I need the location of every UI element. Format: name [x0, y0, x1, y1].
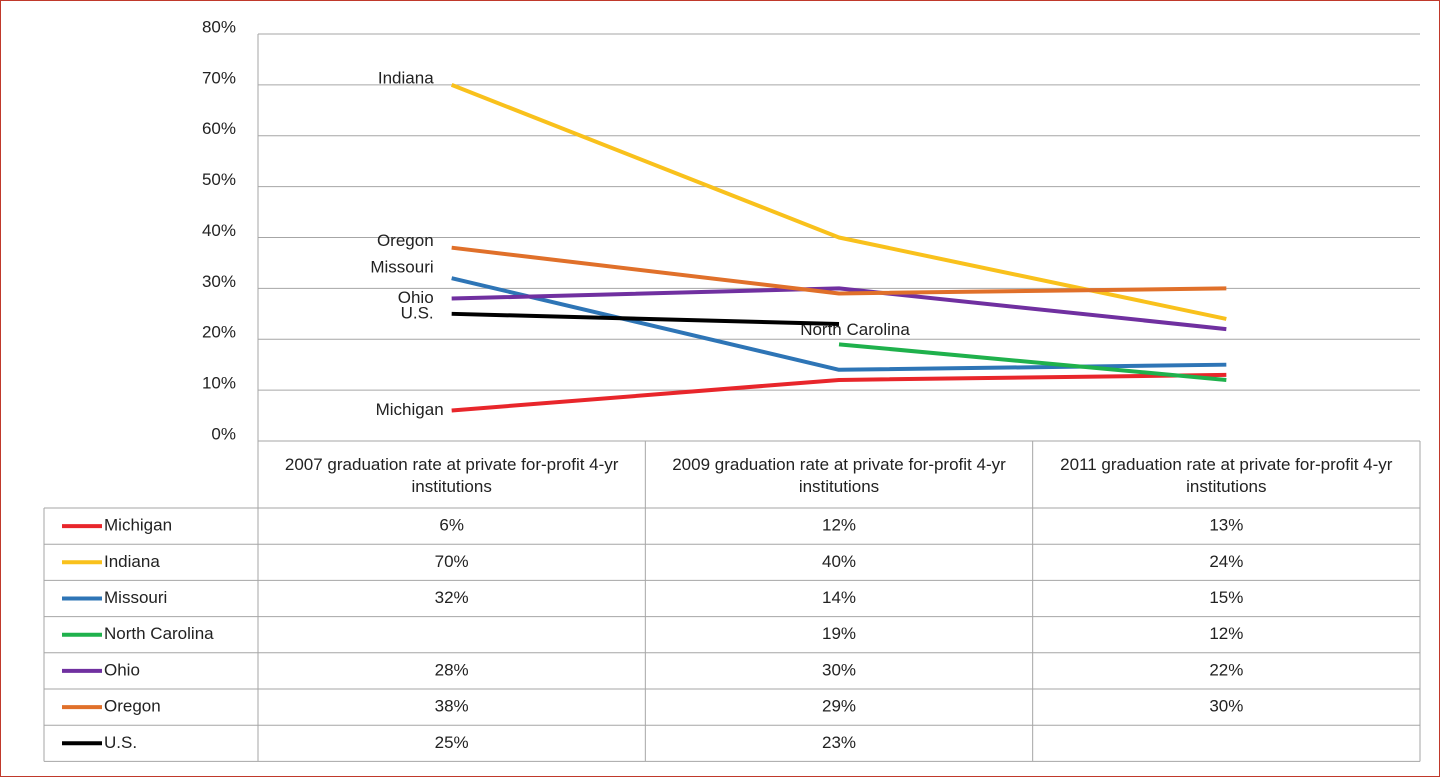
data-label: 70%	[435, 552, 469, 571]
data-label: 25%	[435, 733, 469, 752]
data-label: 12%	[822, 516, 856, 535]
data-label: 38%	[435, 697, 469, 716]
data-label: 30%	[822, 660, 856, 679]
data-label: 14%	[822, 588, 856, 607]
series-line	[451, 311, 840, 326]
series-label: U.S.	[401, 303, 434, 322]
data-label: 22%	[1209, 660, 1243, 679]
data-label: 12%	[1209, 624, 1243, 643]
y-tick-label: 80%	[202, 17, 236, 36]
x-tick-label: 2007 graduation rate at private for-prof…	[284, 455, 619, 496]
series-label: Ohio	[398, 288, 434, 307]
data-label: 6%	[439, 516, 464, 535]
y-tick-label: 30%	[202, 272, 236, 291]
legend-label: Michigan	[104, 516, 172, 535]
y-tick-label: 50%	[202, 170, 236, 189]
y-tick-label: 0%	[211, 424, 236, 443]
y-tick-label: 70%	[202, 68, 236, 87]
series-label: Michigan	[376, 400, 444, 419]
legend-label: North Carolina	[104, 624, 214, 643]
y-tick-label: 60%	[202, 119, 236, 138]
y-tick-label: 40%	[202, 221, 236, 240]
data-label: 29%	[822, 697, 856, 716]
data-label: 23%	[822, 733, 856, 752]
x-tick-label: 2009 graduation rate at private for-prof…	[672, 455, 1006, 496]
data-label: 32%	[435, 588, 469, 607]
series-line	[451, 286, 1227, 332]
legend-label: Ohio	[104, 660, 140, 679]
series-label: Indiana	[378, 68, 434, 87]
legend-label: Oregon	[104, 697, 161, 716]
legend-label: Indiana	[104, 552, 160, 571]
series-line	[451, 245, 1227, 296]
data-label: 24%	[1209, 552, 1243, 571]
data-label: 13%	[1209, 516, 1243, 535]
series-label: Missouri	[370, 258, 433, 277]
data-label: 15%	[1209, 588, 1243, 607]
legend-label: U.S.	[104, 733, 137, 752]
y-tick-label: 10%	[202, 374, 236, 393]
series-line	[838, 342, 1227, 382]
data-label: 40%	[822, 552, 856, 571]
x-tick-label: 2011 graduation rate at private for-prof…	[1060, 455, 1393, 496]
data-label: 30%	[1209, 697, 1243, 716]
legend-label: Missouri	[104, 588, 167, 607]
y-tick-label: 20%	[202, 323, 236, 342]
series-line	[451, 372, 1227, 413]
data-label: 19%	[822, 624, 856, 643]
series-label: Oregon	[377, 231, 434, 250]
series-line	[450, 83, 1227, 321]
data-label: 28%	[435, 660, 469, 679]
